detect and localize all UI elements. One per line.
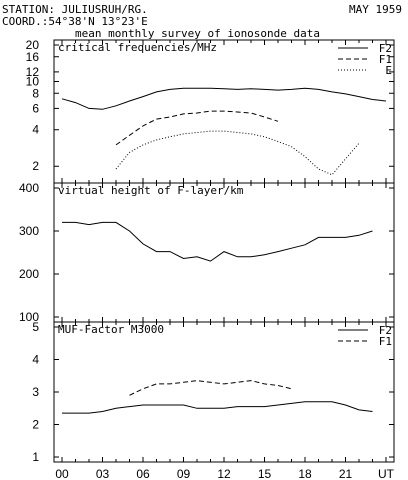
chart-panels: critical frequencies/MHz201612108642F2F1… <box>19 38 395 480</box>
series-line-f2 <box>62 401 373 414</box>
legend-label: F2 <box>379 324 392 337</box>
coord-label: COORD.:54°38'N 13°23'E <box>2 15 148 28</box>
legend-label: F1 <box>379 53 392 66</box>
x-tick-label: 15 <box>258 467 272 480</box>
x-tick-label: 00 <box>55 467 69 480</box>
panel-frame <box>53 321 395 463</box>
panel-frame <box>53 182 395 323</box>
y-tick-label: 2 <box>32 418 39 432</box>
x-tick-label: 06 <box>136 467 150 480</box>
y-tick-label: 8 <box>32 86 39 100</box>
y-tick-label: 12 <box>26 65 40 79</box>
x-tick-label: UT <box>378 467 395 480</box>
x-tick-label: 12 <box>217 467 231 480</box>
y-tick-label: 16 <box>26 50 40 64</box>
series-line-height <box>62 221 373 262</box>
y-tick-label: 4 <box>32 353 39 367</box>
panel-title: MUF-Factor M3000 <box>58 323 164 336</box>
panel-title: critical frequencies/MHz <box>58 41 217 54</box>
panel-title: virtual height of F-layer/km <box>58 184 244 197</box>
x-tick-label: 09 <box>177 467 191 480</box>
series-line-f2 <box>61 87 387 110</box>
subtitle-label: mean monthly survey of ionosonde data <box>75 27 320 40</box>
y-tick-label: 10 <box>26 74 40 88</box>
y-tick-label: 20 <box>26 38 40 52</box>
y-tick-label: 5 <box>32 320 39 334</box>
legend-label: F1 <box>379 335 392 348</box>
y-tick-label: 400 <box>19 181 39 195</box>
date-label: MAY 1959 <box>349 3 402 16</box>
series-line-f1 <box>115 110 279 146</box>
station-label: STATION: JULIUSRUH/RG. <box>2 3 148 16</box>
x-tick-label: 21 <box>339 467 353 480</box>
x-tick-label: 18 <box>298 467 312 480</box>
panel-2: virtual height of F-layer/km 400 300 200 100 <box>19 181 395 324</box>
series-line-f1 <box>129 380 292 396</box>
legend-label: E <box>385 64 392 77</box>
y-tick-label: 300 <box>19 224 39 238</box>
y-tick-label: 4 <box>32 123 39 137</box>
legend-label: F2 <box>379 42 392 55</box>
y-tick-label: 200 <box>19 267 39 281</box>
y-tick-label: 1 <box>32 450 39 464</box>
series-line-e <box>115 130 360 176</box>
y-tick-label: 2 <box>32 159 39 173</box>
y-tick-label: 3 <box>32 385 39 399</box>
x-tick-label: 03 <box>96 467 110 480</box>
y-tick-label: 6 <box>32 101 39 115</box>
y-tick-label: 100 <box>19 310 39 324</box>
